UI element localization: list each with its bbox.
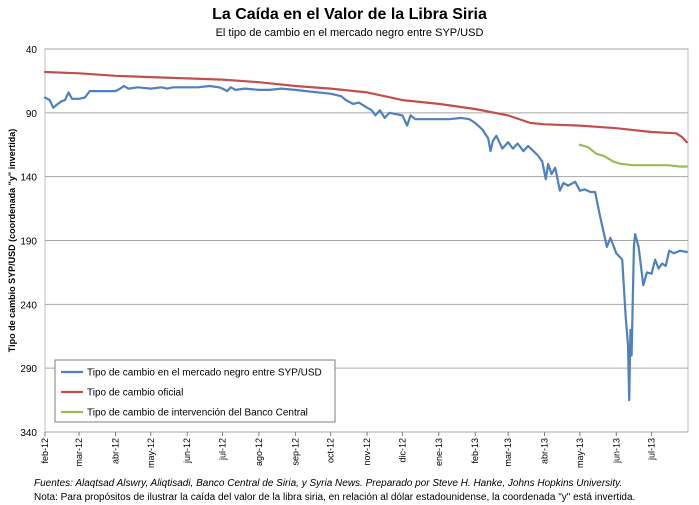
legend-box bbox=[54, 359, 336, 423]
y-tick-label: 290 bbox=[20, 364, 37, 375]
x-tick-label: feb-13 bbox=[470, 438, 480, 464]
x-tick-label: jul-12 bbox=[218, 438, 228, 461]
x-tick-label: ene-13 bbox=[434, 438, 444, 466]
chart-title: La Caída en el Valor de la Libra Siria bbox=[212, 6, 487, 23]
y-axis-label: Tipo de cambio SYP/USD (coordenada "y" i… bbox=[7, 129, 17, 352]
y-tick-label: 40 bbox=[26, 45, 38, 56]
x-tick-label: may-12 bbox=[146, 438, 156, 468]
y-tick-label: 90 bbox=[26, 109, 38, 120]
series-lines bbox=[43, 70, 688, 402]
x-tick-label: nov-12 bbox=[362, 438, 372, 466]
x-tick-label: dic-12 bbox=[397, 438, 407, 463]
sources-text: Fuentes: Alaqtsad Alswry, Aliqtisadi, Ba… bbox=[34, 478, 623, 489]
y-tick-label: 140 bbox=[20, 173, 37, 184]
x-tick-label: abr-13 bbox=[540, 438, 550, 464]
x-tick-label: mar-13 bbox=[503, 438, 513, 467]
chart-subtitle: El tipo de cambio en el mercado negro en… bbox=[215, 27, 484, 39]
x-tick-label: may-13 bbox=[575, 438, 585, 468]
legend-label-3: Tipo de cambio de intervención del Banco… bbox=[87, 408, 308, 419]
footer-notes: Fuentes: Alaqtsad Alswry, Aliqtisadi, Ba… bbox=[34, 477, 635, 505]
y-tick-label: 240 bbox=[20, 300, 37, 311]
x-tick-label: ago-12 bbox=[254, 438, 264, 466]
series-line-2 bbox=[43, 70, 688, 144]
x-tick-label: oct-12 bbox=[326, 438, 336, 463]
note-text: Nota: Para propósitos de ilustrar la caí… bbox=[34, 492, 636, 503]
y-tick-label: 190 bbox=[20, 237, 37, 248]
x-tick-label: abr-12 bbox=[111, 438, 121, 464]
series-line-3 bbox=[578, 143, 688, 168]
x-tick-label: jun-13 bbox=[611, 438, 621, 464]
x-tick-label: jun-12 bbox=[182, 438, 192, 464]
x-tick-label: feb-12 bbox=[40, 438, 50, 464]
y-tick-label: 340 bbox=[20, 428, 37, 439]
x-tick-label: sep-12 bbox=[290, 438, 300, 466]
x-tick-label: mar-12 bbox=[74, 438, 84, 467]
legend: Tipo de cambio en el mercado negro entre… bbox=[54, 359, 336, 423]
legend-label-1: Tipo de cambio en el mercado negro entre… bbox=[87, 368, 322, 379]
legend-label-2: Tipo de cambio oficial bbox=[87, 388, 183, 399]
x-tick-label: jul-13 bbox=[647, 438, 657, 461]
series-line-1 bbox=[43, 84, 688, 402]
